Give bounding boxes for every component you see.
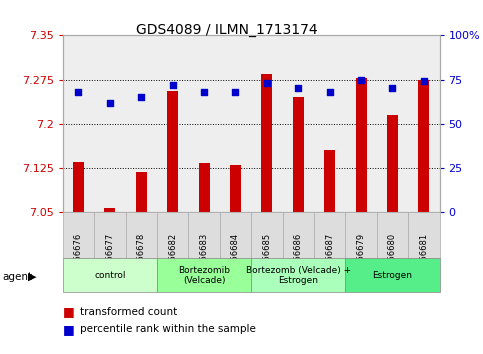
Text: GSM766681: GSM766681 — [419, 233, 428, 284]
Bar — [157, 212, 188, 258]
Point — [232, 89, 240, 95]
Bar — [408, 212, 440, 258]
Point — [420, 79, 428, 84]
Bar — [230, 165, 241, 212]
Bar — [251, 212, 283, 258]
Bar — [283, 212, 314, 258]
Text: GSM766687: GSM766687 — [325, 233, 334, 284]
Bar — [167, 91, 178, 212]
Text: ■: ■ — [63, 305, 74, 318]
Text: GSM766678: GSM766678 — [137, 233, 146, 284]
Bar — [136, 172, 147, 212]
Text: GDS4089 / ILMN_1713174: GDS4089 / ILMN_1713174 — [136, 23, 318, 37]
Bar — [345, 258, 440, 292]
Bar — [220, 212, 251, 258]
Point — [106, 100, 114, 105]
Text: GSM766683: GSM766683 — [199, 233, 209, 284]
Text: GSM766686: GSM766686 — [294, 233, 303, 284]
Bar — [63, 212, 94, 258]
Bar — [126, 212, 157, 258]
Point — [389, 86, 397, 91]
Text: Estrogen: Estrogen — [372, 271, 412, 280]
Point — [357, 77, 365, 82]
Text: GSM766679: GSM766679 — [356, 233, 366, 284]
Text: GSM766680: GSM766680 — [388, 233, 397, 284]
Bar — [73, 162, 84, 212]
Text: agent: agent — [2, 272, 32, 282]
Point — [295, 86, 302, 91]
Text: transformed count: transformed count — [80, 307, 177, 316]
Text: Bortezomib
(Velcade): Bortezomib (Velcade) — [178, 266, 230, 285]
Bar — [418, 80, 429, 212]
Text: GSM766676: GSM766676 — [74, 233, 83, 284]
Text: GSM766685: GSM766685 — [262, 233, 271, 284]
Text: GSM766684: GSM766684 — [231, 233, 240, 284]
Bar — [251, 258, 345, 292]
Bar — [387, 115, 398, 212]
Bar — [261, 74, 272, 212]
Point — [138, 95, 145, 100]
Bar — [314, 212, 345, 258]
Text: GSM766682: GSM766682 — [168, 233, 177, 284]
Bar — [63, 258, 157, 292]
Bar — [324, 150, 335, 212]
Text: Bortezomb (Velcade) +
Estrogen: Bortezomb (Velcade) + Estrogen — [246, 266, 351, 285]
Bar — [345, 212, 377, 258]
Bar — [355, 78, 367, 212]
Point — [200, 89, 208, 95]
Bar — [157, 258, 251, 292]
Point — [74, 89, 82, 95]
Bar — [199, 164, 210, 212]
Text: ▶: ▶ — [28, 272, 37, 282]
Bar — [94, 212, 126, 258]
Bar — [377, 212, 408, 258]
Point — [263, 80, 271, 86]
Point — [326, 89, 333, 95]
Text: percentile rank within the sample: percentile rank within the sample — [80, 324, 256, 334]
Point — [169, 82, 177, 88]
Text: ■: ■ — [63, 323, 74, 336]
Text: GSM766677: GSM766677 — [105, 233, 114, 284]
Bar — [104, 208, 115, 212]
Bar — [188, 212, 220, 258]
Bar — [293, 97, 304, 212]
Text: control: control — [94, 271, 126, 280]
